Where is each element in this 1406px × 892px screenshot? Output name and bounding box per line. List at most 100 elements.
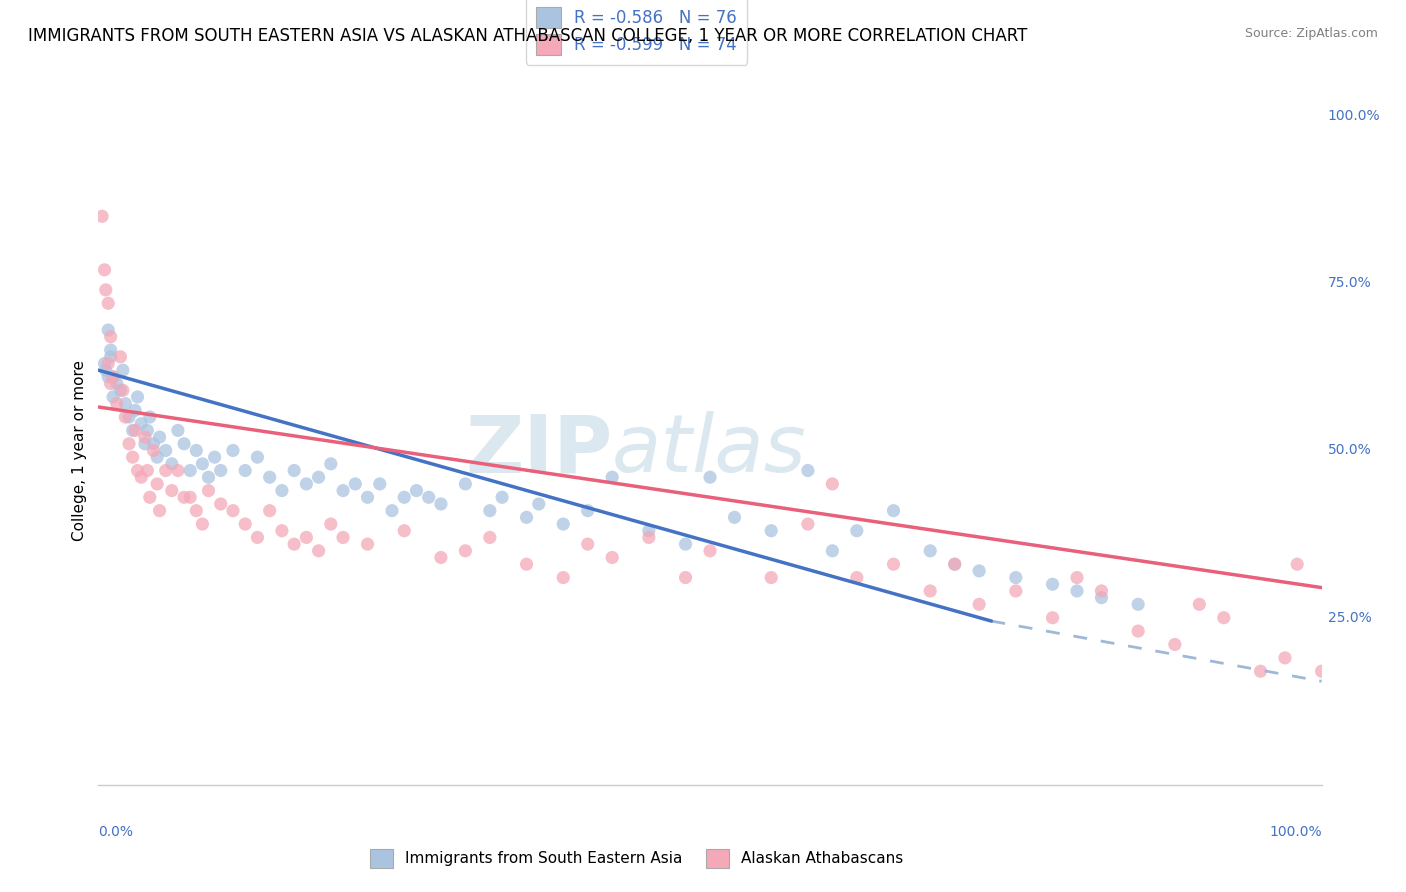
Point bbox=[127, 464, 149, 478]
Point bbox=[136, 424, 159, 438]
Point bbox=[675, 571, 697, 585]
Point bbox=[94, 363, 117, 377]
Point bbox=[332, 530, 354, 544]
Point bbox=[246, 450, 269, 464]
Point bbox=[1249, 664, 1271, 679]
Text: ZIP: ZIP bbox=[465, 411, 612, 490]
Point bbox=[204, 450, 226, 464]
Point bbox=[142, 436, 165, 450]
Point bbox=[191, 457, 214, 471]
Point bbox=[356, 537, 378, 551]
Point bbox=[943, 557, 966, 572]
Point bbox=[121, 450, 143, 464]
Point bbox=[392, 490, 416, 504]
Point bbox=[110, 384, 132, 398]
Point bbox=[637, 524, 661, 538]
Point bbox=[405, 483, 427, 498]
Point bbox=[233, 516, 256, 531]
Point bbox=[139, 410, 162, 425]
Point bbox=[142, 443, 165, 458]
Point bbox=[576, 537, 599, 551]
Point bbox=[1042, 611, 1064, 625]
Point bbox=[97, 356, 120, 371]
Point bbox=[356, 490, 378, 504]
Point bbox=[146, 450, 169, 464]
Point bbox=[179, 464, 201, 478]
Point bbox=[699, 470, 721, 484]
Point bbox=[478, 503, 501, 517]
Text: 25.0%: 25.0% bbox=[1327, 611, 1371, 624]
Point bbox=[1274, 651, 1296, 665]
Point bbox=[637, 530, 661, 544]
Point bbox=[105, 376, 128, 391]
Point bbox=[491, 490, 513, 504]
Point bbox=[418, 490, 440, 504]
Point bbox=[553, 571, 575, 585]
Point bbox=[118, 436, 141, 450]
Point bbox=[270, 483, 294, 498]
Point bbox=[110, 350, 132, 364]
Point bbox=[761, 524, 783, 538]
Point bbox=[478, 530, 501, 544]
Point bbox=[883, 557, 905, 572]
Point bbox=[454, 476, 477, 491]
Point bbox=[430, 550, 453, 565]
Point bbox=[943, 557, 966, 572]
Point bbox=[430, 497, 453, 511]
Point bbox=[883, 503, 905, 517]
Point bbox=[368, 476, 391, 491]
Point bbox=[222, 443, 245, 458]
Point bbox=[209, 497, 232, 511]
Point bbox=[94, 283, 117, 297]
Point bbox=[967, 598, 990, 612]
Point bbox=[1164, 637, 1187, 651]
Point bbox=[1310, 664, 1333, 679]
Point bbox=[797, 516, 820, 531]
Point bbox=[155, 464, 177, 478]
Point bbox=[1004, 571, 1026, 585]
Point bbox=[454, 544, 477, 558]
Point bbox=[173, 436, 195, 450]
Point bbox=[149, 503, 172, 517]
Point bbox=[233, 464, 256, 478]
Point bbox=[259, 470, 281, 484]
Point bbox=[100, 343, 122, 358]
Point bbox=[97, 296, 120, 310]
Point bbox=[124, 403, 146, 417]
Point bbox=[160, 483, 183, 498]
Point bbox=[146, 476, 169, 491]
Point bbox=[699, 544, 721, 558]
Point bbox=[553, 516, 575, 531]
Point bbox=[1286, 557, 1309, 572]
Point bbox=[392, 524, 416, 538]
Point bbox=[155, 443, 177, 458]
Point bbox=[93, 356, 115, 371]
Point bbox=[1066, 584, 1088, 599]
Legend: Immigrants from South Eastern Asia, Alaskan Athabascans: Immigrants from South Eastern Asia, Alas… bbox=[364, 843, 910, 873]
Point bbox=[308, 544, 330, 558]
Point bbox=[114, 396, 136, 410]
Point bbox=[186, 443, 208, 458]
Point bbox=[1188, 598, 1211, 612]
Point bbox=[191, 516, 214, 531]
Point bbox=[845, 524, 868, 538]
Text: IMMIGRANTS FROM SOUTH EASTERN ASIA VS ALASKAN ATHABASCAN COLLEGE, 1 YEAR OR MORE: IMMIGRANTS FROM SOUTH EASTERN ASIA VS AL… bbox=[28, 27, 1028, 45]
Point bbox=[124, 424, 146, 438]
Point bbox=[381, 503, 404, 517]
Point bbox=[136, 464, 159, 478]
Point bbox=[920, 544, 942, 558]
Point bbox=[186, 503, 208, 517]
Point bbox=[1090, 584, 1112, 599]
Point bbox=[308, 470, 330, 484]
Point bbox=[121, 424, 143, 438]
Point bbox=[93, 263, 115, 277]
Point bbox=[967, 564, 990, 578]
Point bbox=[1212, 611, 1234, 625]
Point bbox=[1090, 591, 1112, 605]
Point bbox=[100, 376, 122, 391]
Point bbox=[100, 350, 122, 364]
Point bbox=[160, 457, 183, 471]
Point bbox=[139, 490, 162, 504]
Point bbox=[222, 503, 245, 517]
Point bbox=[91, 210, 114, 224]
